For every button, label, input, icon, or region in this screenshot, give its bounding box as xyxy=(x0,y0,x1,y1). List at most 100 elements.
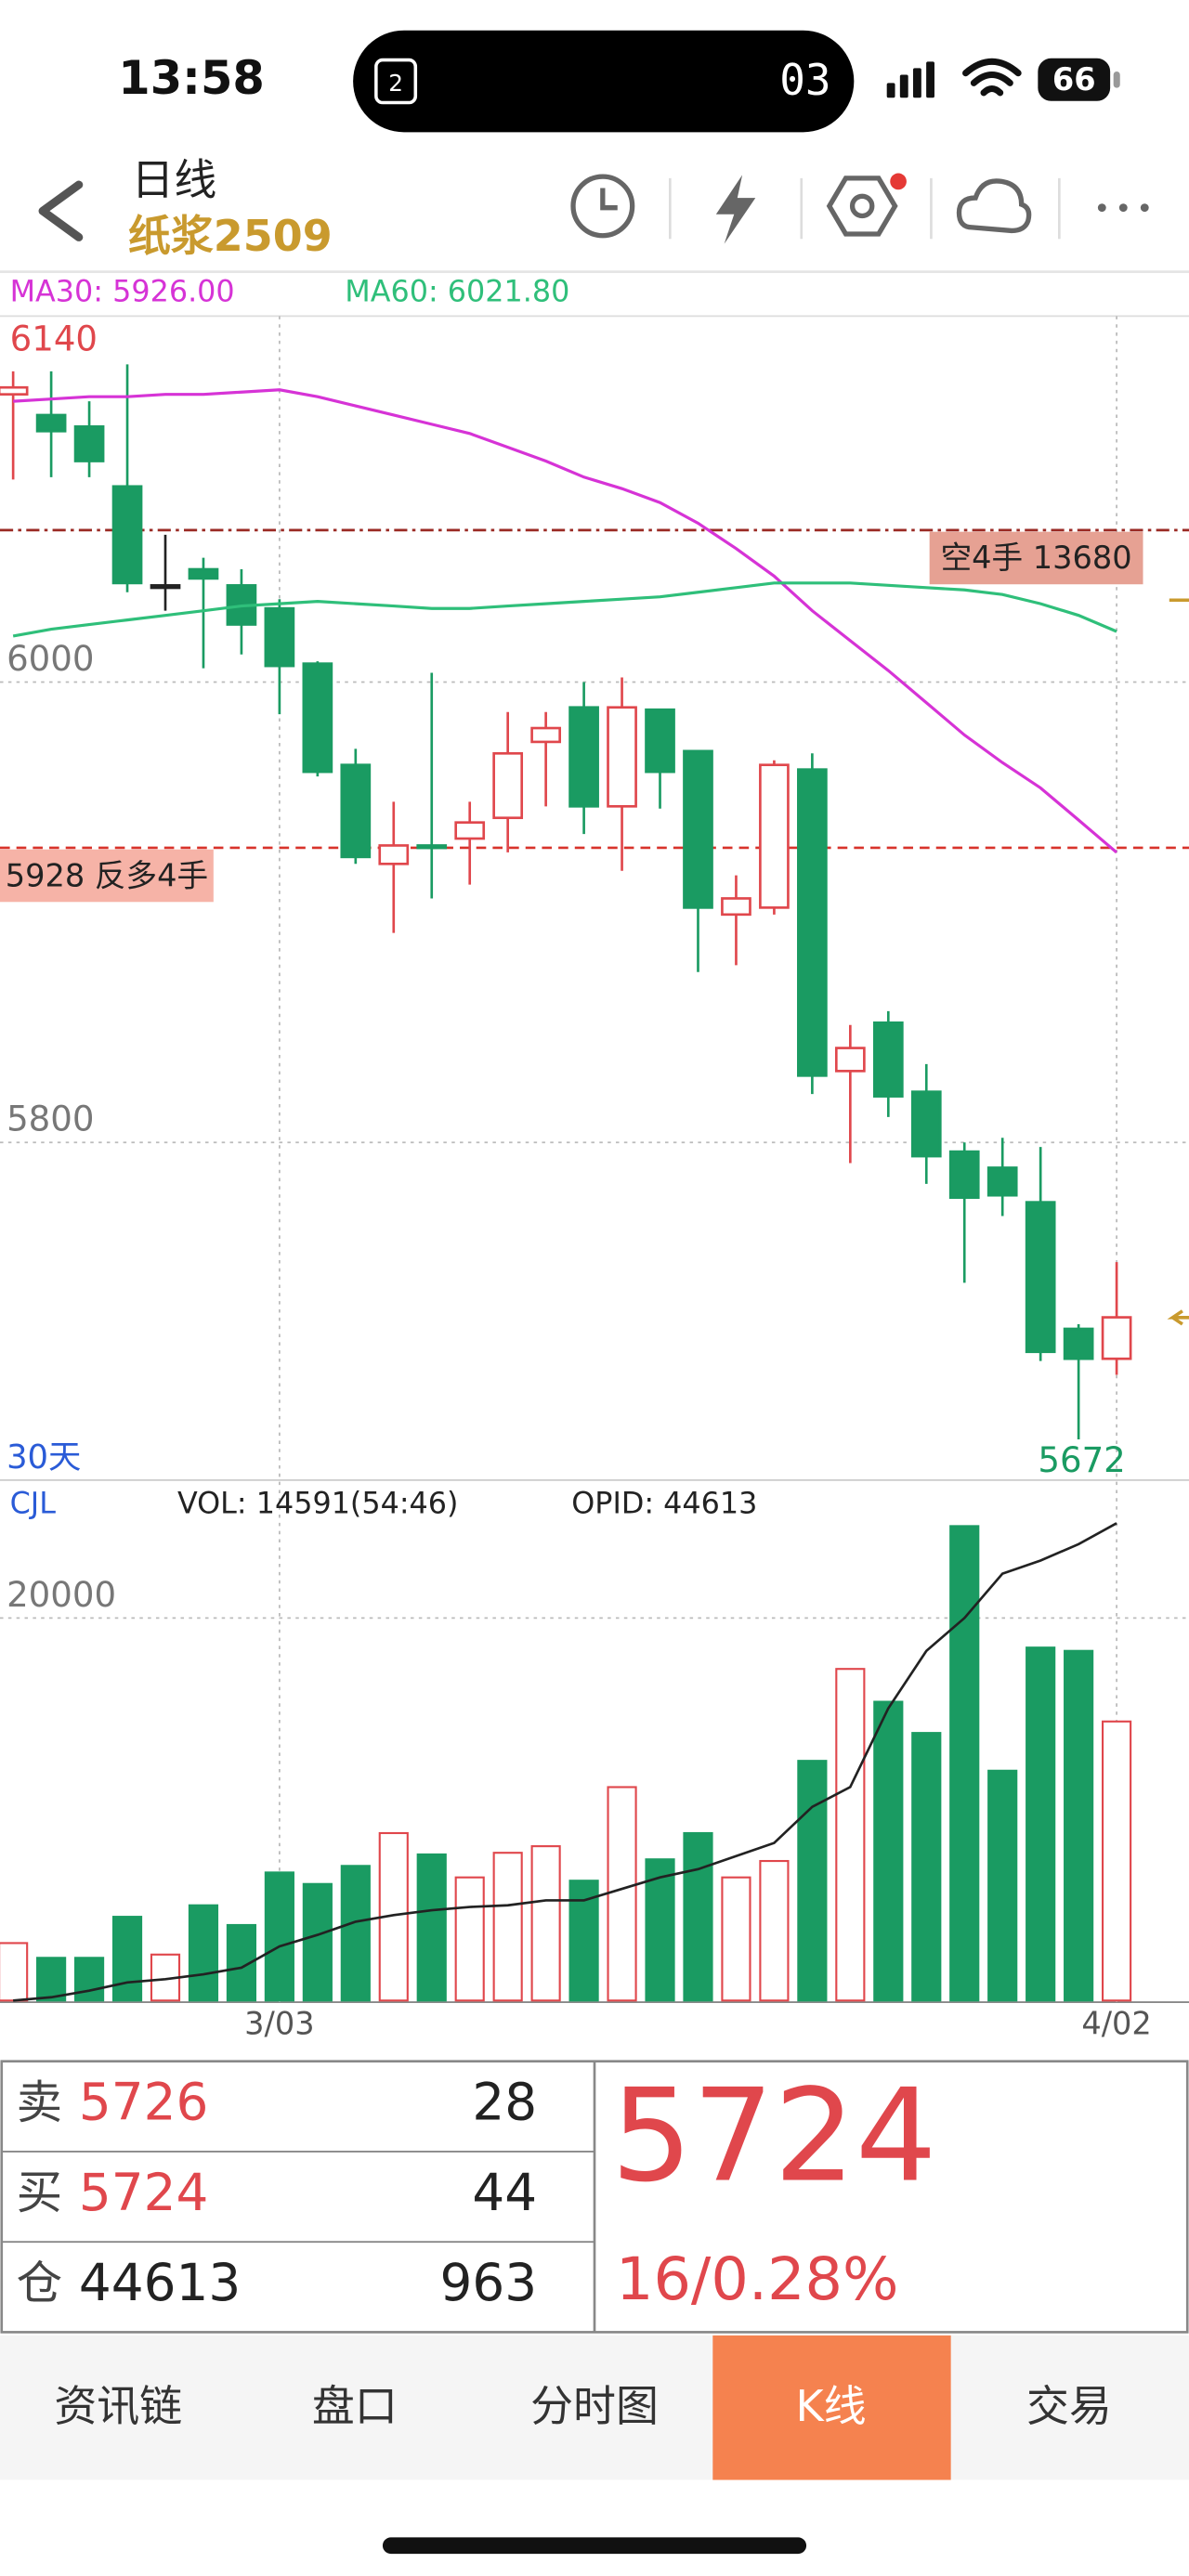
home-indicator xyxy=(382,2537,807,2555)
quote-qty: 963 xyxy=(440,2253,538,2312)
more-button[interactable] xyxy=(1097,203,1149,213)
edge-marker xyxy=(1167,598,1189,1326)
volume-bar xyxy=(645,1858,675,2002)
quote-qty: 44 xyxy=(472,2163,537,2222)
volume-bar xyxy=(530,1845,561,2002)
price-change: 16/0.28% xyxy=(616,2245,899,2314)
candle-body xyxy=(1101,1316,1132,1360)
tab-bar xyxy=(0,2335,1189,2480)
header-symbol: 纸浆2509 xyxy=(128,211,333,261)
volume-bar xyxy=(949,1525,980,2002)
high-label: 6140 xyxy=(10,319,98,358)
price-line-label: 空4手 13680 xyxy=(941,540,1132,576)
volume-bar xyxy=(73,1957,105,2002)
volume-bar xyxy=(264,1871,294,2002)
candle-body xyxy=(568,706,599,808)
header-dividers xyxy=(669,177,1061,240)
candle-body xyxy=(340,763,372,859)
price-line-tag xyxy=(929,531,1143,585)
x-tick-label: 3/03 xyxy=(244,2005,314,2041)
wifi-icon xyxy=(962,58,1022,97)
volume-bar xyxy=(873,1700,904,2002)
candle-body xyxy=(454,821,486,840)
volume-bar xyxy=(759,1859,790,2002)
settings-center xyxy=(849,193,875,219)
volume-bar xyxy=(911,1732,942,2002)
volume-bar xyxy=(1064,1649,1094,2002)
low-label: 5672 xyxy=(1038,1440,1125,1480)
ma-legend: MA60: 6021.80 xyxy=(345,274,569,309)
volume-bar xyxy=(302,1882,333,2002)
volume-bar xyxy=(987,1769,1018,2002)
ma-line xyxy=(13,388,1118,854)
price-line-label: 5928 反多4手 xyxy=(6,857,208,893)
volume-bar xyxy=(188,1904,219,2002)
candle-body xyxy=(264,606,295,668)
candle-body xyxy=(986,1166,1018,1197)
clock-hands xyxy=(600,188,618,211)
candle-body xyxy=(35,413,67,433)
signal-icon xyxy=(886,61,934,98)
quote-price: 5724 xyxy=(79,2163,208,2222)
quote-qty: 28 xyxy=(472,2073,537,2132)
y-tick-label: 5800 xyxy=(7,1099,94,1139)
candle-body xyxy=(302,662,333,774)
candle-body xyxy=(1063,1327,1094,1360)
quote-price: 5726 xyxy=(79,2073,208,2132)
tab[interactable]: 盘口 xyxy=(312,2381,398,2431)
battery-level: 66 xyxy=(1052,61,1096,98)
candle-body xyxy=(188,567,219,580)
candle-body xyxy=(150,584,181,590)
last-price: 5724 xyxy=(611,2061,937,2210)
volume-bar xyxy=(1101,1720,1132,2002)
candle-body xyxy=(910,1090,942,1158)
tab[interactable]: 分时图 xyxy=(530,2381,659,2431)
candle-body xyxy=(111,485,143,585)
candle-body xyxy=(1025,1201,1056,1354)
x-tick-label: 4/02 xyxy=(1081,2005,1151,2041)
candle-body xyxy=(607,706,637,808)
battery xyxy=(1038,58,1111,101)
candle-body xyxy=(645,708,675,774)
price-line-tag xyxy=(0,849,214,903)
tab[interactable]: 交易 xyxy=(1026,2381,1112,2431)
lightning-button[interactable] xyxy=(715,175,756,244)
volume-bar xyxy=(721,1876,751,2002)
battery-cap xyxy=(1113,71,1120,88)
volume-bar xyxy=(0,1942,29,2002)
ma-line xyxy=(12,581,1117,638)
candle-body xyxy=(530,726,561,744)
candle-body xyxy=(378,844,410,865)
quote-label: 仓 xyxy=(17,2256,63,2309)
opid-line xyxy=(13,1522,1117,2002)
volume-bar xyxy=(683,1831,713,2002)
volume-bar xyxy=(492,1852,523,2002)
cloud-button[interactable] xyxy=(956,178,1032,234)
candle-body xyxy=(797,768,828,1077)
candle-body xyxy=(73,425,105,462)
period-label: 30天 xyxy=(7,1438,81,1477)
pane-title: CJL xyxy=(10,1485,57,1520)
back-button[interactable] xyxy=(38,180,84,241)
candle-body xyxy=(759,763,790,909)
tab[interactable]: 资讯链 xyxy=(54,2381,182,2431)
candle-body xyxy=(492,751,524,820)
volume-bar xyxy=(111,1916,143,2002)
series-legend: VOL: 14591(54:46) xyxy=(177,1485,459,1520)
tab[interactable]: K线 xyxy=(796,2381,867,2431)
clock: 13:58 xyxy=(118,51,265,105)
quote-price: 44613 xyxy=(79,2253,241,2312)
series-legend: OPID: 44613 xyxy=(571,1485,757,1520)
dynamic-island xyxy=(353,30,855,133)
island-text: 03 xyxy=(779,55,830,105)
quote-label: 买 xyxy=(17,2166,63,2219)
settings-button[interactable] xyxy=(826,176,898,237)
candle-body xyxy=(0,385,29,396)
candle-body xyxy=(872,1021,904,1098)
volume-bar xyxy=(835,1668,866,2002)
clock-button[interactable] xyxy=(570,174,635,239)
candle-body xyxy=(683,749,713,909)
volume-bar xyxy=(36,1957,67,2002)
